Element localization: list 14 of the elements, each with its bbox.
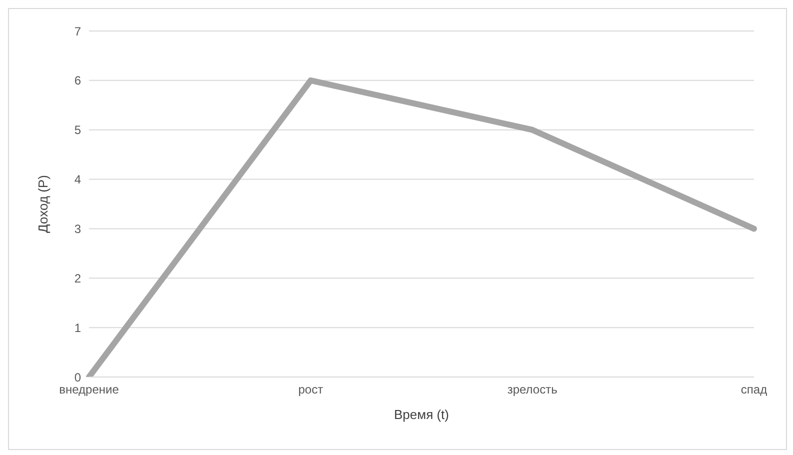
x-tick-label: внедрение [59,382,120,397]
y-axis-title: Доход (Р) [36,175,51,233]
x-tick-label: спад [740,382,768,397]
y-tick-label: 4 [74,172,82,187]
x-tick-label: рост [298,382,324,397]
y-tick-label: 7 [74,24,82,38]
y-tick-label: 3 [74,222,82,236]
y-tick-label: 5 [74,123,82,138]
y-tick-label: 6 [74,74,82,88]
x-tick-label: зрелость [507,382,558,397]
y-tick-label: 1 [74,320,82,335]
y-tick-label: 2 [74,271,82,286]
x-axis-title: Время (t) [394,407,449,422]
y-tick-label: 0 [74,370,82,384]
